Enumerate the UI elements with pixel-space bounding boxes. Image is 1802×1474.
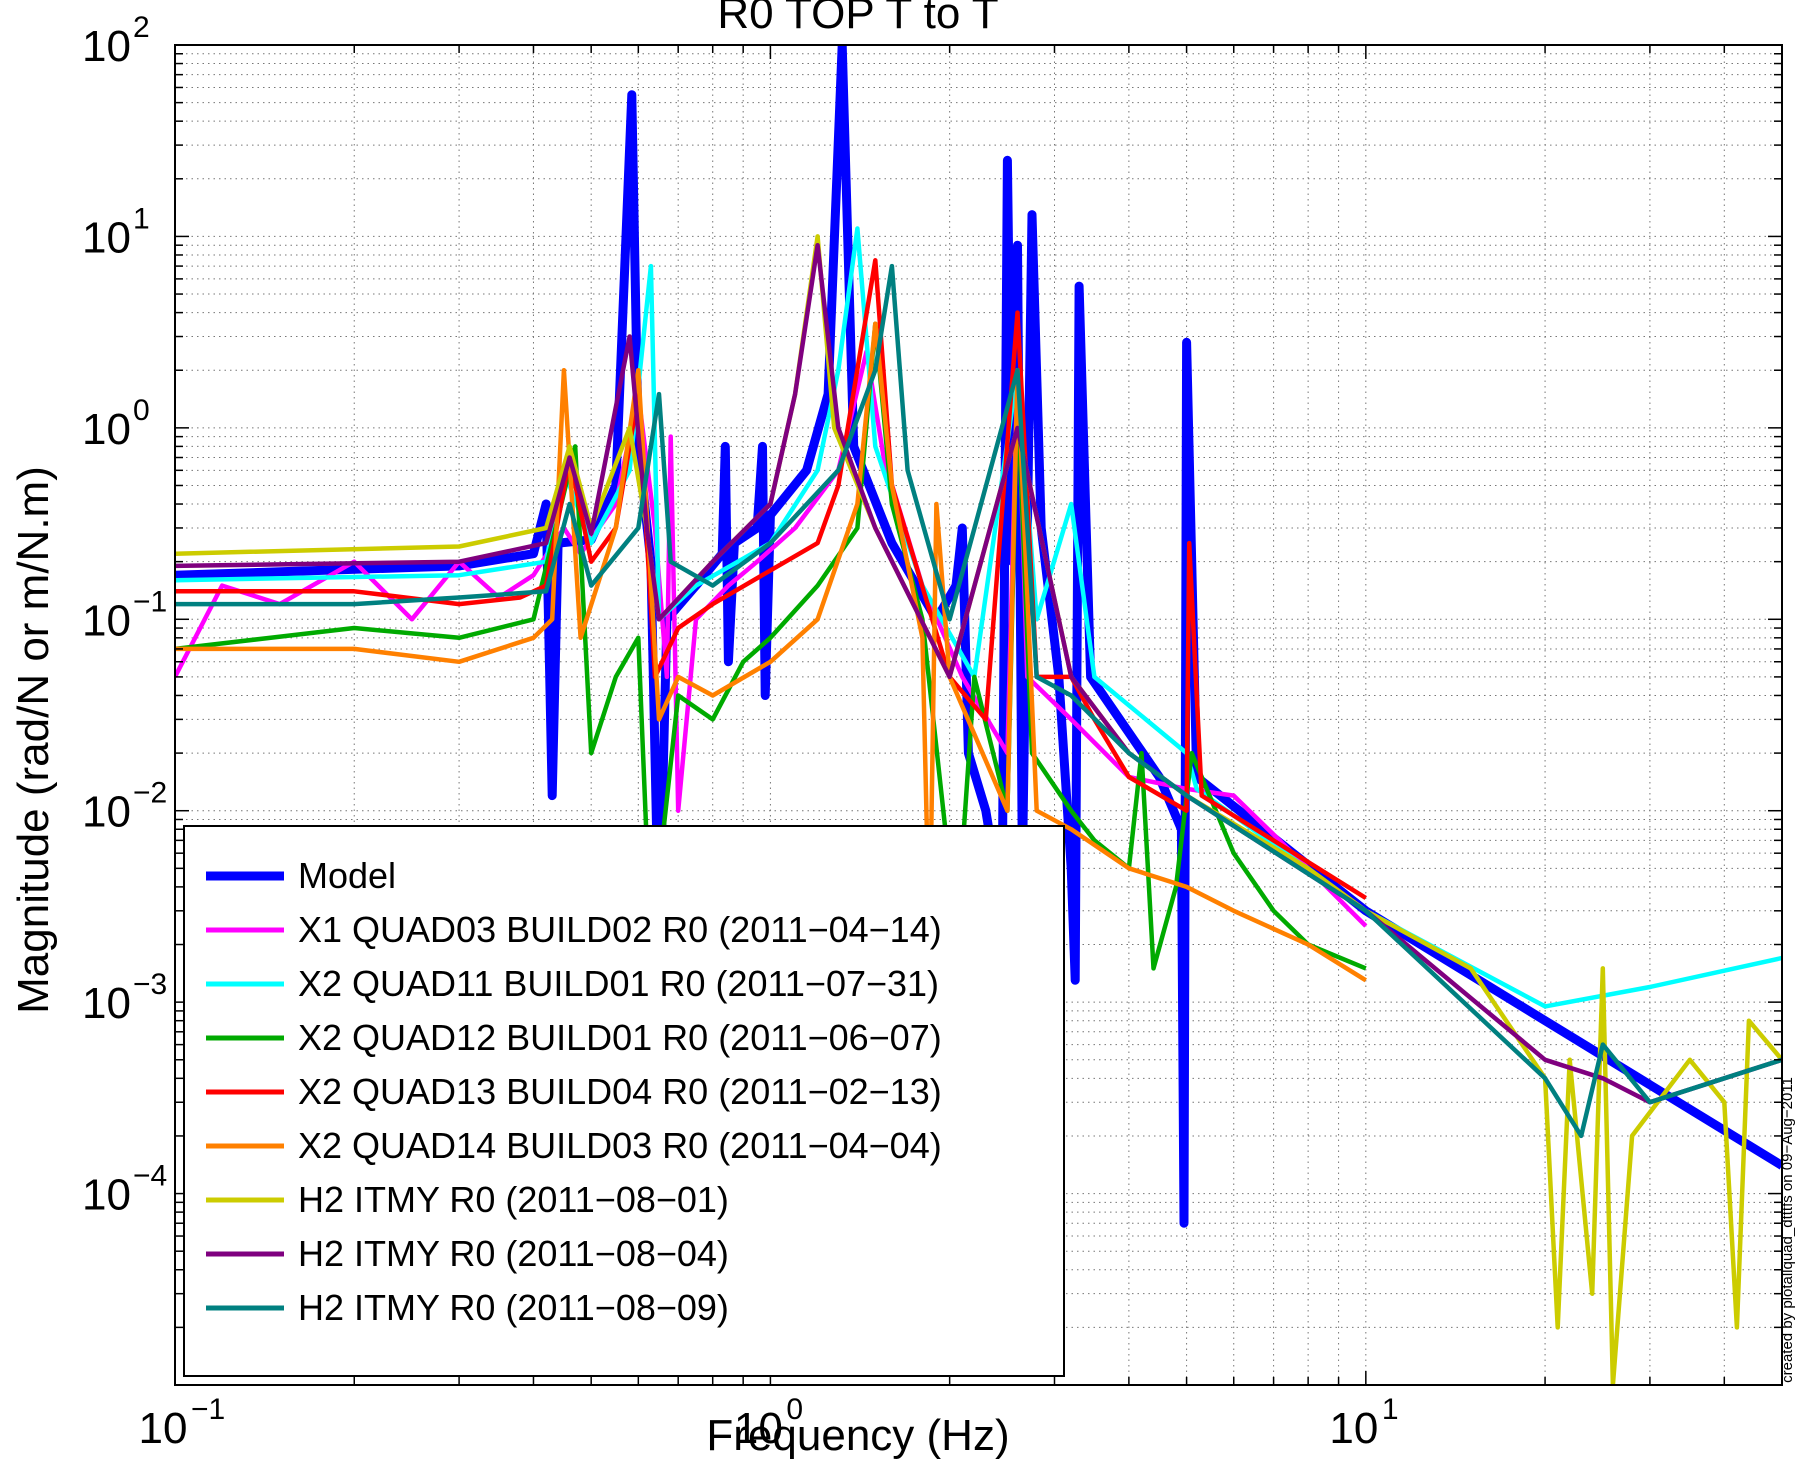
legend-label-2: X2 QUAD11 BUILD01 R0 (2011−07−31) — [298, 963, 939, 1004]
y-tick-exponent: −4 — [133, 1160, 167, 1193]
y-tick-label: 10 — [82, 22, 131, 71]
y-tick-exponent: −2 — [133, 777, 167, 810]
legend-label-8: H2 ITMY R0 (2011−08−09) — [298, 1287, 729, 1328]
legend-label-6: H2 ITMY R0 (2011−08−01) — [298, 1179, 729, 1220]
x-tick-exponent: 1 — [1382, 1393, 1399, 1426]
y-tick-label: 10 — [82, 405, 131, 454]
x-tick-exponent: 0 — [786, 1393, 803, 1426]
axis-ticks: 10 −1 10 0 10 110 210 110 010 −110 −210 −310 −4 — [82, 11, 1783, 1453]
y-axis-label: Magnitude (rad/N or m/N.m) — [9, 466, 58, 1014]
y-tick-label: 10 — [82, 788, 131, 837]
y-tick-exponent: −3 — [133, 968, 167, 1001]
y-tick-exponent: 2 — [133, 11, 150, 44]
watermark-text: created by plotallquad_dtttfs on 09−Aug−… — [1779, 1077, 1796, 1383]
y-tick-exponent: 0 — [133, 394, 150, 427]
x-tick-label: 10 — [1329, 1404, 1378, 1453]
series-line-5 — [175, 321, 1367, 983]
legend-box — [183, 825, 1065, 1377]
series-lines — [175, 45, 1782, 1385]
chart-title: R0 TOP T to T — [717, 0, 998, 38]
legend-label-1: X1 QUAD03 BUILD02 R0 (2011−04−14) — [298, 909, 942, 950]
series-line-8 — [175, 263, 1782, 1139]
x-tick-exponent: −1 — [191, 1393, 225, 1426]
x-tick-label: 10 — [139, 1404, 188, 1453]
series-line-0 — [175, 45, 1782, 1228]
legend-label-7: H2 ITMY R0 (2011−08−04) — [298, 1233, 729, 1274]
y-tick-label: 10 — [82, 1171, 131, 1220]
legend-label-5: X2 QUAD14 BUILD03 R0 (2011−04−04) — [298, 1125, 942, 1166]
y-tick-exponent: 1 — [133, 202, 150, 235]
legend-label-0: Model — [298, 855, 396, 896]
y-tick-exponent: −1 — [133, 585, 167, 618]
plot-frame — [174, 44, 1783, 1386]
y-tick-label: 10 — [82, 596, 131, 645]
legend-label-3: X2 QUAD12 BUILD01 R0 (2011−06−07) — [298, 1017, 942, 1058]
series-line-2 — [175, 226, 1782, 1009]
series-line-7 — [175, 242, 1782, 1105]
x-tick-label: 10 — [734, 1404, 783, 1453]
x-axis-label: Frequency (Hz) — [706, 1411, 1009, 1460]
y-tick-label: 10 — [82, 979, 131, 1028]
legend-label-4: X2 QUAD13 BUILD04 R0 (2011−02−13) — [298, 1071, 942, 1112]
y-tick-label: 10 — [82, 213, 131, 262]
legend: Model X1 QUAD03 BUILD02 R0 (2011−04−14) X2… — [183, 825, 1065, 1377]
